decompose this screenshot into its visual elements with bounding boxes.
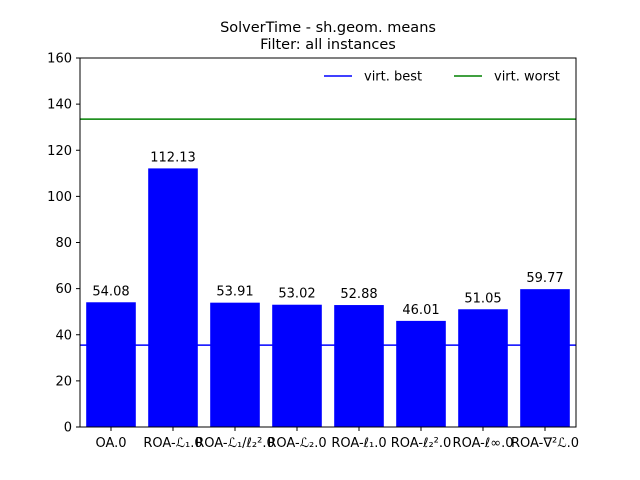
bar xyxy=(334,305,384,427)
data-label: 53.02 xyxy=(278,287,315,302)
bar xyxy=(396,320,446,427)
plot-area: 54.08 112.13 53.91 53.02 52.88 46.01 51.05 59.7… xyxy=(47,52,579,452)
legend-label: virt. best xyxy=(364,70,422,85)
bar xyxy=(86,302,136,427)
y-tick-label: 160 xyxy=(47,52,72,67)
data-label: 51.05 xyxy=(464,291,501,306)
bar xyxy=(458,309,508,427)
bar xyxy=(210,302,260,427)
x-tick-label: ROA-ℒ₁/ℓ₂².0 xyxy=(195,436,275,451)
data-label: 52.88 xyxy=(340,287,377,302)
data-label: 59.77 xyxy=(526,271,563,286)
y-tick-label: 60 xyxy=(55,282,72,297)
bar xyxy=(148,168,198,427)
x-tick-label: ROA-ℓ₂².0 xyxy=(391,436,452,451)
legend-label: virt. worst xyxy=(494,70,560,85)
data-label: 54.08 xyxy=(92,284,129,299)
y-tick-label: 20 xyxy=(55,374,72,389)
y-tick-label: 140 xyxy=(47,98,72,113)
x-tick-label: ROA-ℒ₂.0 xyxy=(267,436,326,451)
y-tick-label: 120 xyxy=(47,144,72,159)
bar xyxy=(272,304,322,427)
x-tick-label: OA.0 xyxy=(95,436,126,451)
x-tick-label: ROA-ℒ₁.0 xyxy=(143,436,202,451)
y-tick-label: 100 xyxy=(47,190,72,205)
data-label: 53.91 xyxy=(216,285,253,300)
x-tick-label: ROA-ℓ∞.0 xyxy=(453,436,514,451)
chart-title: SolverTime - sh.geom. means xyxy=(220,20,436,36)
y-tick-label: 80 xyxy=(55,236,72,251)
bar xyxy=(520,289,570,427)
y-tick-label: 0 xyxy=(64,421,72,436)
data-label: 46.01 xyxy=(402,303,439,318)
x-tick-label: ROA-∇²ℒ.0 xyxy=(511,436,579,451)
x-tick-label: ROA-ℓ₁.0 xyxy=(331,436,386,451)
y-tick-label: 40 xyxy=(55,328,72,343)
chart-subtitle: Filter: all instances xyxy=(260,37,396,53)
data-label: 112.13 xyxy=(150,150,196,165)
